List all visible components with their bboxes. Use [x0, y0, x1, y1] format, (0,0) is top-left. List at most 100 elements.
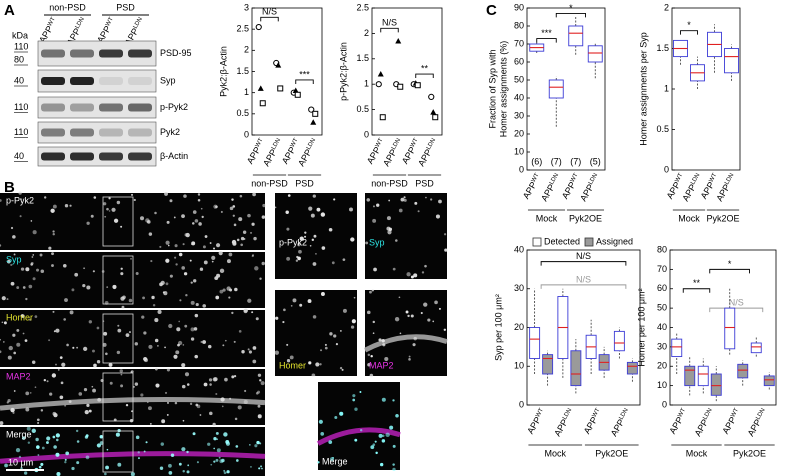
- puncta: [252, 192, 256, 197]
- blot-band: [41, 77, 65, 85]
- category-superscript: LDN: [618, 407, 629, 420]
- puncta: [218, 456, 221, 459]
- puncta: [53, 330, 56, 333]
- puncta: [13, 351, 16, 355]
- puncta: [103, 331, 108, 336]
- puncta: [421, 271, 425, 274]
- puncta: [97, 397, 102, 402]
- puncta: [83, 267, 86, 270]
- puncta: [257, 373, 262, 377]
- plot-frame: [371, 7, 443, 136]
- puncta: [247, 298, 252, 303]
- puncta: [91, 349, 95, 353]
- puncta: [194, 313, 199, 318]
- puncta: [120, 272, 124, 276]
- puncta: [372, 443, 376, 447]
- puncta: [353, 296, 356, 299]
- puncta: [16, 328, 20, 332]
- puncta: [86, 403, 90, 408]
- puncta: [430, 198, 433, 201]
- y-tick-label: 1.5: [356, 53, 369, 63]
- blot-row-label: Pyk2: [160, 127, 180, 137]
- puncta: [328, 227, 333, 232]
- puncta: [62, 263, 67, 268]
- puncta: [120, 225, 123, 228]
- blot-strip: [37, 96, 157, 119]
- puncta: [0, 421, 4, 426]
- blot-band: [128, 77, 152, 85]
- puncta: [226, 259, 231, 264]
- puncta: [178, 462, 182, 466]
- y-tick-label: 60: [657, 283, 667, 293]
- puncta: [10, 263, 13, 267]
- puncta: [61, 362, 66, 367]
- puncta: [151, 295, 155, 300]
- point: [292, 87, 299, 94]
- puncta: [49, 392, 53, 396]
- y-tick-label: 2: [244, 45, 249, 55]
- puncta: [164, 391, 168, 395]
- puncta: [315, 362, 320, 367]
- y-tick-label: 20: [514, 128, 524, 138]
- puncta: [165, 240, 170, 245]
- puncta: [313, 234, 317, 238]
- box: [542, 354, 554, 375]
- puncta: [192, 222, 195, 225]
- puncta: [394, 316, 400, 322]
- blot-band: [41, 49, 65, 58]
- puncta: [189, 259, 192, 262]
- puncta: [10, 407, 15, 413]
- puncta: [120, 384, 124, 388]
- puncta: [104, 215, 107, 218]
- puncta: [160, 442, 164, 446]
- box: [697, 365, 709, 387]
- puncta: [182, 470, 185, 473]
- puncta: [350, 325, 355, 329]
- puncta: [312, 315, 317, 319]
- puncta: [22, 332, 25, 335]
- puncta: [149, 422, 152, 425]
- box: [529, 327, 541, 359]
- puncta: [410, 275, 414, 279]
- micrograph: [318, 382, 400, 470]
- puncta: [174, 401, 178, 405]
- puncta: [381, 339, 385, 343]
- puncta: [31, 428, 36, 433]
- puncta: [106, 286, 109, 289]
- y-axis-label: Fraction of Syp with: [487, 49, 497, 128]
- puncta: [381, 439, 386, 443]
- puncta: [329, 332, 333, 336]
- y-tick-label: 0: [519, 164, 524, 174]
- puncta: [190, 327, 195, 332]
- puncta: [311, 238, 315, 242]
- puncta: [339, 329, 342, 332]
- puncta: [255, 317, 259, 321]
- micrograph: [365, 290, 447, 376]
- puncta: [106, 448, 109, 451]
- group-label: Mock: [544, 448, 566, 458]
- puncta: [117, 328, 122, 333]
- group-label: Pyk2OE: [706, 213, 739, 223]
- category-superscript: LDN: [306, 137, 317, 150]
- puncta: [198, 222, 202, 226]
- point: [377, 71, 384, 77]
- y-tick-label: 10: [514, 146, 524, 156]
- y-tick-label: 0: [662, 399, 667, 409]
- micrograph: [0, 252, 265, 308]
- puncta: [307, 299, 312, 304]
- category-superscript: LDN: [702, 407, 713, 420]
- puncta: [219, 289, 224, 294]
- significance-bracket: [680, 30, 698, 35]
- puncta: [443, 328, 447, 331]
- category-base: APP: [560, 180, 578, 201]
- puncta: [8, 345, 13, 351]
- category-label: APPLDN: [539, 172, 563, 203]
- category-label: APPLDN: [746, 407, 770, 438]
- panel-label: C: [486, 2, 497, 19]
- puncta: [261, 215, 266, 219]
- puncta: [261, 467, 263, 470]
- puncta: [109, 381, 113, 385]
- puncta: [64, 204, 69, 208]
- puncta: [157, 345, 159, 347]
